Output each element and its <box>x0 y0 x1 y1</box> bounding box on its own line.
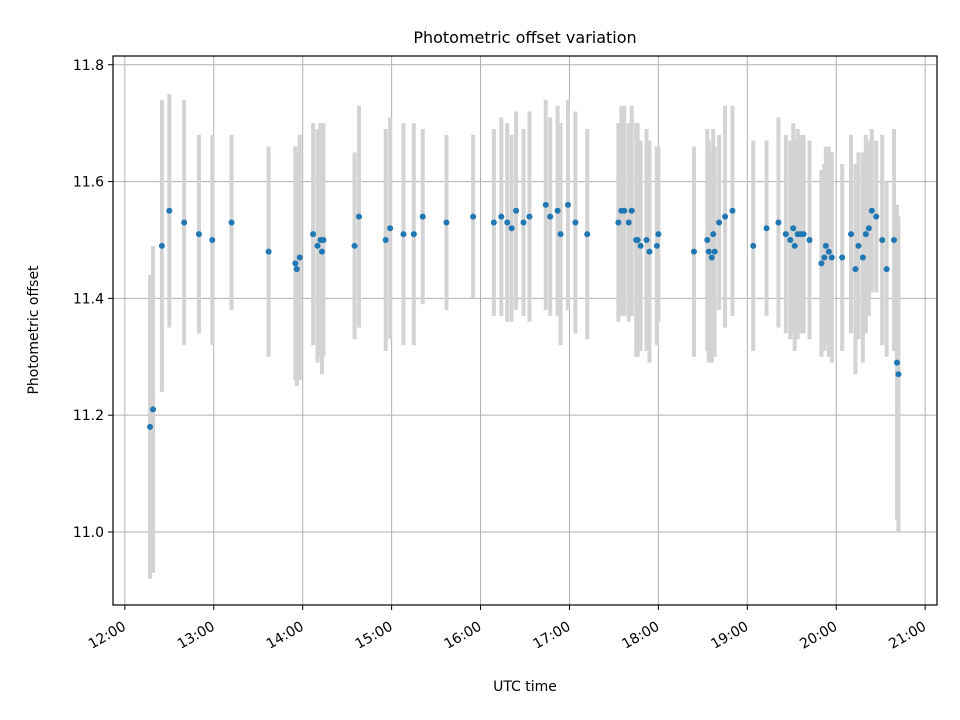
data-point <box>818 260 825 267</box>
data-point <box>711 248 718 255</box>
data-point <box>542 201 549 208</box>
data-point <box>547 213 554 220</box>
data-point <box>310 231 317 238</box>
data-point <box>710 231 717 238</box>
data-point <box>891 236 898 243</box>
data-point <box>791 242 798 249</box>
data-point <box>806 236 813 243</box>
data-point <box>883 266 890 273</box>
data-point <box>790 225 797 232</box>
data-point <box>400 231 407 238</box>
data-point <box>868 207 875 214</box>
data-points <box>147 201 902 430</box>
data-point <box>526 213 533 220</box>
data-point <box>825 248 832 255</box>
data-point <box>628 207 635 214</box>
y-tick-label: 11.4 <box>73 291 104 307</box>
data-point <box>865 225 872 232</box>
data-point <box>625 219 632 226</box>
data-point <box>181 219 188 226</box>
data-point <box>410 231 417 238</box>
data-point <box>513 207 520 214</box>
data-point <box>150 406 157 413</box>
data-point <box>520 219 527 226</box>
data-point <box>351 242 358 249</box>
data-point <box>314 242 321 249</box>
data-point <box>873 213 880 220</box>
y-tick-label: 11.6 <box>73 175 104 191</box>
data-point <box>296 254 303 261</box>
y-tick-label: 11.8 <box>73 58 104 74</box>
data-point <box>643 236 650 243</box>
data-point <box>209 236 216 243</box>
data-point <box>855 242 862 249</box>
data-point <box>895 371 902 378</box>
data-point <box>690 248 697 255</box>
y-tick-label: 11.2 <box>73 408 104 424</box>
data-point <box>821 254 828 261</box>
data-point <box>708 254 715 261</box>
data-point <box>655 231 662 238</box>
data-point <box>800 231 807 238</box>
data-point <box>839 254 846 261</box>
data-point <box>490 219 497 226</box>
data-point <box>504 219 511 226</box>
data-point <box>292 260 299 267</box>
data-point <box>852 266 859 273</box>
data-point <box>166 207 173 214</box>
data-point <box>356 213 363 220</box>
y-axis-label: Photometric offset <box>26 265 42 395</box>
data-point <box>498 213 505 220</box>
data-point <box>470 213 477 220</box>
data-point <box>879 236 886 243</box>
data-point <box>443 219 450 226</box>
data-point <box>705 248 712 255</box>
data-point <box>862 231 869 238</box>
data-point <box>195 231 202 238</box>
data-point <box>621 207 628 214</box>
data-point <box>320 236 327 243</box>
data-point <box>822 242 829 249</box>
data-point <box>729 207 736 214</box>
data-point <box>382 236 389 243</box>
plot-frame <box>112 55 938 606</box>
data-point <box>716 219 723 226</box>
data-point <box>775 219 782 226</box>
data-point <box>419 213 426 220</box>
data-point <box>508 225 515 232</box>
data-point <box>615 219 622 226</box>
y-tick-label: 11.0 <box>73 525 104 541</box>
chart-title: Photometric offset variation <box>413 28 636 47</box>
data-point <box>722 213 729 220</box>
data-point <box>265 248 272 255</box>
data-point <box>859 254 866 261</box>
data-point <box>158 242 165 249</box>
data-point <box>147 423 154 430</box>
data-point <box>763 225 770 232</box>
data-point <box>554 207 561 214</box>
data-point <box>637 242 644 249</box>
data-point <box>387 225 394 232</box>
data-point <box>634 236 641 243</box>
data-point <box>584 231 591 238</box>
data-point <box>704 236 711 243</box>
data-point <box>228 219 235 226</box>
data-point <box>318 248 325 255</box>
data-point <box>848 231 855 238</box>
data-point <box>646 248 653 255</box>
x-axis-label: UTC time <box>493 679 557 695</box>
data-point <box>787 236 794 243</box>
data-point <box>653 242 660 249</box>
data-point <box>782 231 789 238</box>
data-point <box>750 242 757 249</box>
y-axis-ticks: 11.0 11.2 11.4 11.6 11.8 <box>73 58 113 541</box>
data-point <box>564 201 571 208</box>
data-point <box>893 359 900 366</box>
data-point <box>293 266 300 273</box>
data-point <box>828 254 835 261</box>
data-point <box>572 219 579 226</box>
data-point <box>557 231 564 238</box>
